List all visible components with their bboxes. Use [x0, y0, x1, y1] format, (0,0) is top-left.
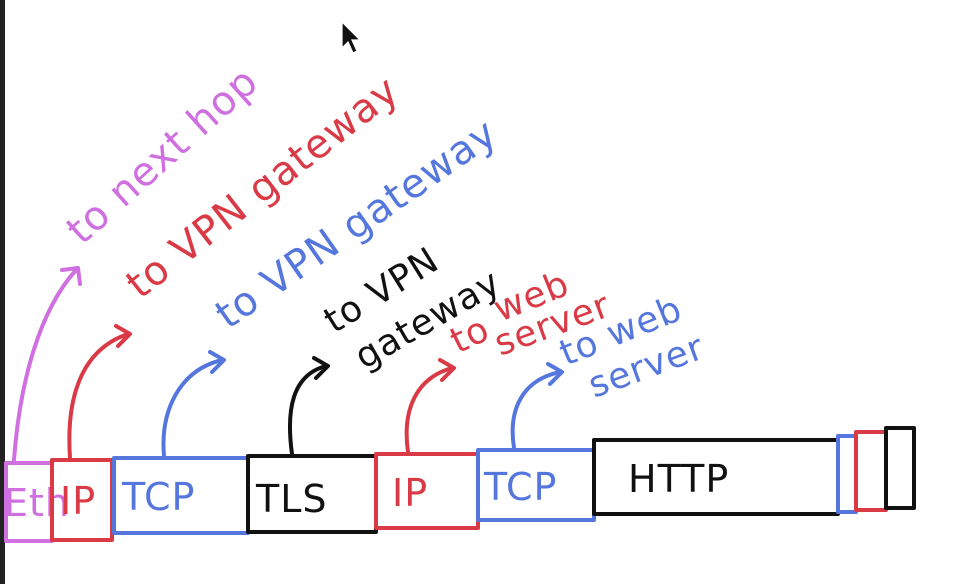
segment-tls-label: TLS: [255, 477, 328, 521]
trailer-tcp: [836, 434, 858, 514]
segment-inner-tcp-label: TCP: [483, 465, 557, 509]
packet-bar: Eth IP TCP TLS IP TCP HTTP: [4, 426, 916, 543]
annotations: to next hop to VPN gateway to VPN gatewa…: [58, 58, 710, 406]
segment-outer-ip-label: IP: [60, 479, 96, 523]
arrow-outer-tcp: [161, 358, 224, 458]
trailer-eth: [884, 426, 916, 510]
arrow-inner-tcp-head: [546, 362, 564, 386]
arrow-inner-ip: [404, 366, 454, 454]
segment-outer-tcp-label: TCP: [121, 475, 195, 519]
mouse-cursor-icon: [341, 20, 362, 54]
left-edge: [0, 0, 5, 584]
trailer-ip: [854, 430, 888, 512]
segment-inner-ip-label: IP: [392, 471, 428, 515]
segment-http-label: HTTP: [628, 457, 729, 501]
segment-eth-label: Eth: [4, 481, 70, 525]
arrow-inner-tcp: [510, 370, 562, 450]
arrow-outer-ip: [67, 332, 130, 460]
arrow-outer-tcp-head: [208, 350, 226, 374]
arrow-outer-ip-head: [114, 324, 132, 348]
arrow-eth-head: [60, 266, 82, 286]
arrow-tls-head: [312, 356, 330, 380]
arrows: [12, 266, 564, 462]
arrow-inner-ip-head: [438, 358, 456, 382]
arrow-eth: [12, 268, 78, 462]
arrow-tls: [288, 364, 328, 456]
